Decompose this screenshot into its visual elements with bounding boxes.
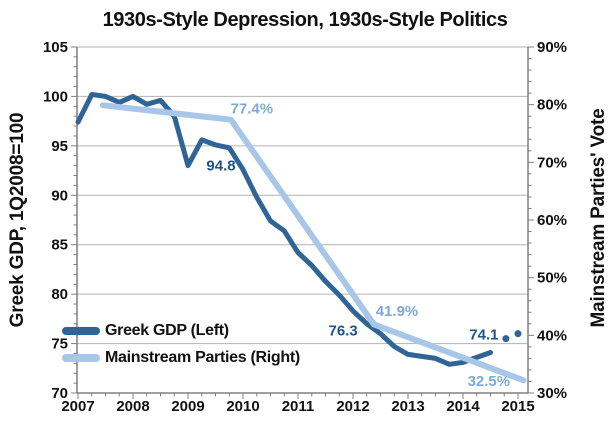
right-tick-label: 70% — [537, 154, 567, 171]
forecast-dot — [502, 335, 510, 343]
x-tick-label: 2010 — [226, 398, 259, 415]
legend-item-greek-gdp: Greek GDP (Left) — [62, 317, 300, 344]
x-axis: 2007 2008 2009 2010 2011 2012 2013 2014 2015 — [61, 392, 535, 415]
annotation-325: 32.5% — [468, 373, 511, 390]
gridlines — [77, 46, 528, 345]
forecast-dot — [514, 330, 522, 338]
x-tick-label: 2015 — [501, 398, 534, 415]
annotation-419: 41.9% — [376, 303, 419, 320]
left-tick-label: 85 — [51, 237, 68, 254]
right-axis: 30% 40% 50% 60% 70% 80% 90% — [527, 39, 567, 402]
right-tick-label: 80% — [537, 97, 567, 114]
x-tick-label: 2011 — [282, 398, 315, 415]
annotation-774: 77.4% — [231, 101, 274, 118]
left-tick-label: 90 — [51, 187, 68, 204]
x-tick-label: 2009 — [171, 398, 204, 415]
x-tick-label: 2013 — [391, 398, 424, 415]
right-tick-label: 50% — [537, 270, 567, 287]
left-tick-label: 95 — [51, 138, 68, 155]
legend-label-greek-gdp: Greek GDP (Left) — [105, 321, 229, 339]
legend-swatch-mainstream-parties — [62, 353, 100, 362]
x-tick-label: 2012 — [336, 398, 369, 415]
left-tick-label: 80 — [51, 286, 68, 303]
x-tick-label: 2007 — [61, 398, 94, 415]
left-tick-label: 100 — [43, 88, 68, 105]
annotations: 77.4% 94.8 76.3 41.9% 74.1 32.5% — [206, 101, 510, 390]
left-tick-label: 105 — [43, 39, 68, 56]
series-greek-gdp-left — [75, 92, 493, 367]
left-tick-label: 70 — [51, 385, 68, 402]
right-tick-label: 30% — [537, 385, 567, 402]
left-tick-label: 75 — [51, 336, 68, 353]
left-axis: 70 75 80 85 90 95 100 105 — [43, 39, 78, 402]
series-mainstream-parties-right — [99, 102, 527, 384]
annotation-948: 94.8 — [206, 158, 235, 175]
series-greek-gdp-forecast — [502, 330, 522, 343]
x-tick-label: 2014 — [446, 398, 480, 415]
right-tick-label: 40% — [537, 327, 567, 344]
legend-label-mainstream-parties: Mainstream Parties (Right) — [105, 348, 300, 366]
right-tick-label: 90% — [537, 39, 567, 56]
legend: Greek GDP (Left) Mainstream Parties (Rig… — [62, 317, 300, 371]
legend-swatch-greek-gdp — [62, 326, 100, 335]
x-tick-label: 2008 — [116, 398, 149, 415]
right-tick-label: 60% — [537, 212, 567, 229]
annotation-763: 76.3 — [328, 323, 357, 340]
annotation-741: 74.1 — [469, 327, 498, 344]
legend-item-mainstream-parties: Mainstream Parties (Right) — [62, 344, 300, 371]
chart-title: 1930s-Style Depression, 1930s-Style Poli… — [102, 9, 508, 31]
